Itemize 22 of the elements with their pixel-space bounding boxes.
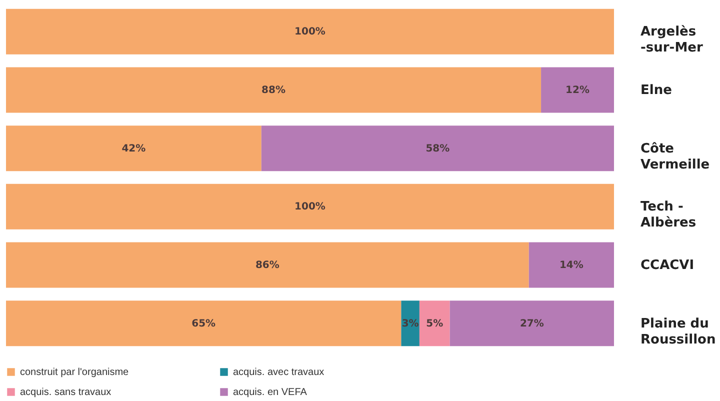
y-tick-label: Plaine du Roussillon [640,316,716,348]
data-label: 58% [426,143,450,154]
legend-label: acquis. en VEFA [233,387,308,398]
data-label: 42% [122,143,146,154]
y-tick-label: Argelès -sur-Mer [640,24,704,56]
data-label: 100% [294,202,326,213]
legend-label: construit par l'organisme [20,367,130,378]
legend-label: acquis. sans travaux [20,387,112,398]
data-label: 27% [520,318,544,330]
data-label: 65% [192,318,216,330]
data-label: 14% [559,260,584,271]
data-label: 86% [255,260,280,271]
data-label: 88% [262,85,286,96]
data-label: 5% [426,318,444,330]
y-tick-label: Tech - Albères [640,200,696,231]
y-tick-label: Côte Vermeille [640,141,710,172]
data-label: 100% [294,26,326,38]
y-tick-label: CCACVI [640,258,694,273]
data-label: 12% [566,85,590,96]
y-tick-label: Elne [640,83,672,98]
data-label: 3% [402,318,419,330]
legend-label: acquis. avec travaux [233,367,324,378]
